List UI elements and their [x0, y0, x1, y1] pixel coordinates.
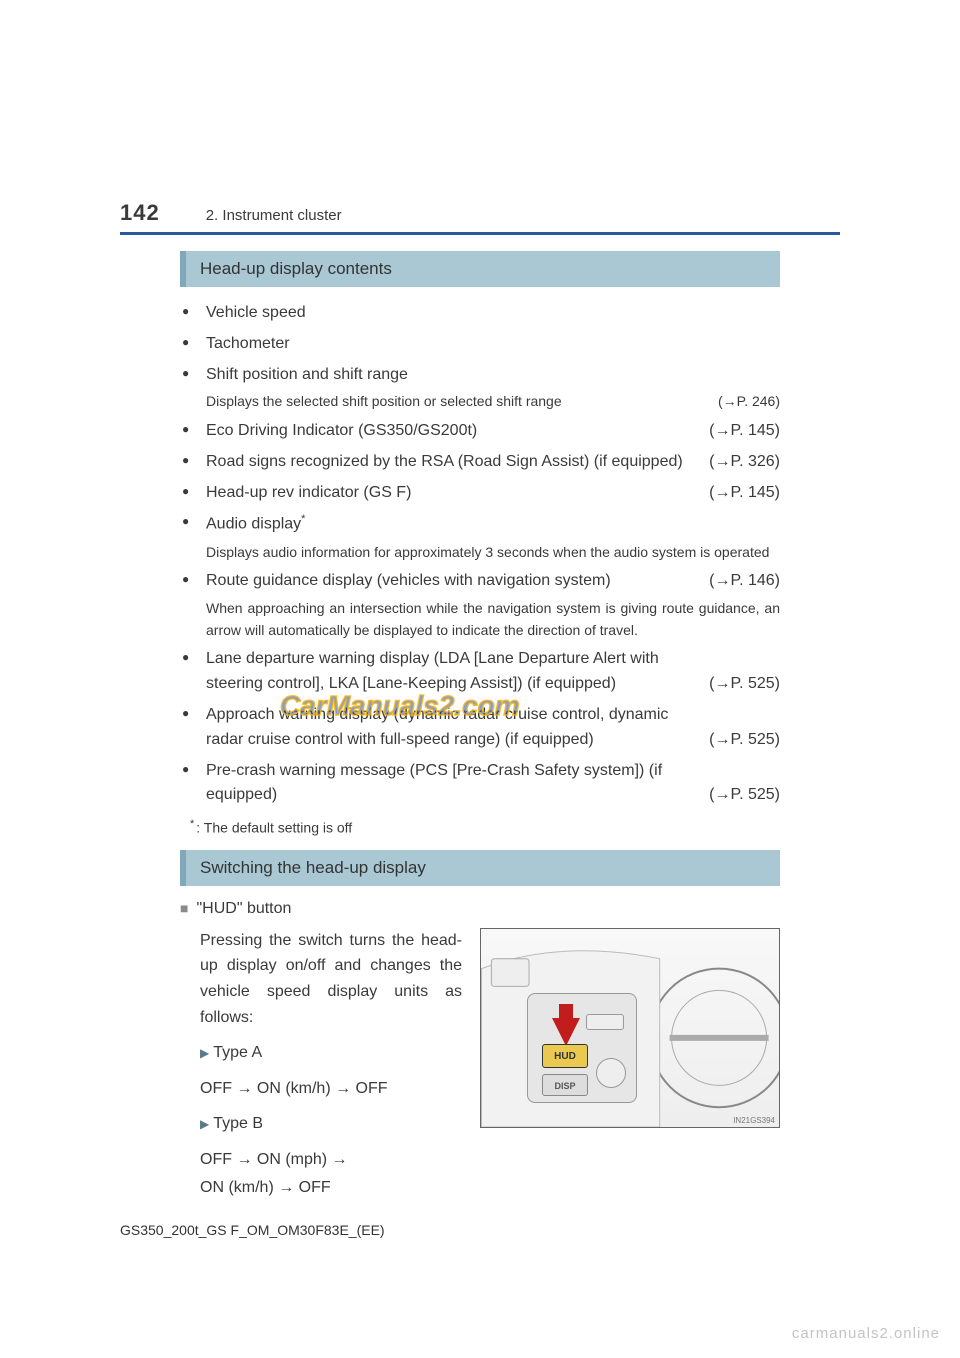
square-bullet-icon: ■ — [180, 900, 188, 916]
page-header: 142 2. Instrument cluster — [120, 200, 840, 235]
page-ref: (→P. 525) — [709, 672, 780, 697]
bullet-list: Vehicle speed Tachometer Shift position … — [180, 301, 780, 808]
page-ref: (→P. 326) — [709, 450, 780, 475]
page-ref: (→P. 246) — [718, 391, 780, 413]
document-code: GS350_200t_GS F_OM_OM30F83E_(EE) — [120, 1222, 385, 1238]
sub-heading: ■ "HUD" button — [180, 900, 780, 918]
sub-heading-text: "HUD" button — [196, 900, 291, 917]
list-item: Route guidance display (vehicles with na… — [206, 569, 780, 641]
item-text: Eco Driving Indicator (GS350/GS200t) — [206, 419, 709, 444]
type-a-seq: OFF → ON (km/h) → OFF — [200, 1076, 462, 1102]
triangle-bullet-icon: ▶ — [200, 1046, 209, 1060]
page-ref: (→P. 145) — [709, 419, 780, 444]
manual-page: 142 2. Instrument cluster Head-up displa… — [120, 200, 840, 1210]
disp-button: DISP — [542, 1074, 588, 1096]
panel-button-top — [586, 1014, 624, 1030]
panel-dial — [596, 1058, 626, 1088]
item-text: Pre-crash warning message (PCS [Pre-Cras… — [206, 759, 709, 809]
illustration-code: IN21GS394 — [733, 1116, 775, 1125]
type-b-label: Type B — [213, 1115, 263, 1132]
hud-section: Pressing the switch turns the head-up di… — [200, 928, 780, 1210]
section-heading-contents: Head-up display contents — [180, 251, 780, 287]
footnote-marker: * — [190, 818, 194, 830]
footnote-text: : The default setting is off — [196, 820, 352, 836]
item-text: Approach warning display (dynamic radar … — [206, 703, 709, 753]
page-ref: (→P. 146) — [709, 569, 780, 594]
item-subdesc-row: Displays the selected shift position or … — [206, 391, 780, 413]
page-ref: (→P. 525) — [709, 728, 780, 753]
list-item: Shift position and shift range Displays … — [206, 363, 780, 413]
list-item: Vehicle speed — [206, 301, 780, 326]
site-watermark: carmanuals2.online — [792, 1325, 940, 1342]
type-a-row: ▶ Type A — [200, 1040, 462, 1066]
item-text: Vehicle speed — [206, 304, 306, 321]
list-item: Approach warning display (dynamic radar … — [206, 703, 780, 753]
list-item: Pre-crash warning message (PCS [Pre-Cras… — [206, 759, 780, 809]
section-heading-switching: Switching the head-up display — [180, 850, 780, 886]
section-content-contents: Vehicle speed Tachometer Shift position … — [180, 301, 780, 808]
type-b-seq-2: ON (km/h) → OFF — [200, 1175, 462, 1201]
list-item: Lane departure warning display (LDA [Lan… — [206, 647, 780, 697]
footnote: *: The default setting is off — [190, 818, 780, 836]
triangle-bullet-icon: ▶ — [200, 1117, 209, 1131]
item-subdesc: Displays audio information for approxima… — [206, 542, 780, 564]
item-text: Head-up rev indicator (GS F) — [206, 481, 709, 506]
list-item: Road signs recognized by the RSA (Road S… — [206, 450, 780, 475]
hud-description: Pressing the switch turns the head-up di… — [200, 928, 462, 1210]
item-text: Shift position and shift range — [206, 366, 408, 383]
page-number: 142 — [120, 200, 160, 226]
hud-intro: Pressing the switch turns the head-up di… — [200, 928, 462, 1030]
item-subdesc: When approaching an intersection while t… — [206, 598, 780, 641]
type-b-seq-1: OFF → ON (mph) → — [200, 1147, 462, 1173]
chapter-title: 2. Instrument cluster — [206, 207, 342, 224]
page-ref: (→P. 525) — [709, 783, 780, 808]
item-text: Lane departure warning display (LDA [Lan… — [206, 647, 709, 697]
item-text: Road signs recognized by the RSA (Road S… — [206, 450, 709, 475]
type-a-label: Type A — [213, 1044, 262, 1061]
list-item: Eco Driving Indicator (GS350/GS200t) (→P… — [206, 419, 780, 444]
item-text: Audio display — [206, 516, 301, 533]
arrow-icon — [552, 1018, 580, 1046]
page-ref: (→P. 145) — [709, 481, 780, 506]
list-item: Head-up rev indicator (GS F) (→P. 145) — [206, 481, 780, 506]
hud-button: HUD — [542, 1044, 588, 1068]
dashboard-illustration: HUD DISP IN21GS394 — [480, 928, 780, 1128]
list-item: Audio display* Displays audio informatio… — [206, 511, 780, 563]
item-text: Route guidance display (vehicles with na… — [206, 569, 709, 594]
list-item: Tachometer — [206, 332, 780, 357]
button-panel: HUD DISP — [527, 993, 637, 1103]
item-subdesc: Displays the selected shift position or … — [206, 391, 718, 413]
asterisk: * — [301, 513, 305, 525]
type-b-row: ▶ Type B — [200, 1111, 462, 1137]
item-text: Tachometer — [206, 335, 290, 352]
